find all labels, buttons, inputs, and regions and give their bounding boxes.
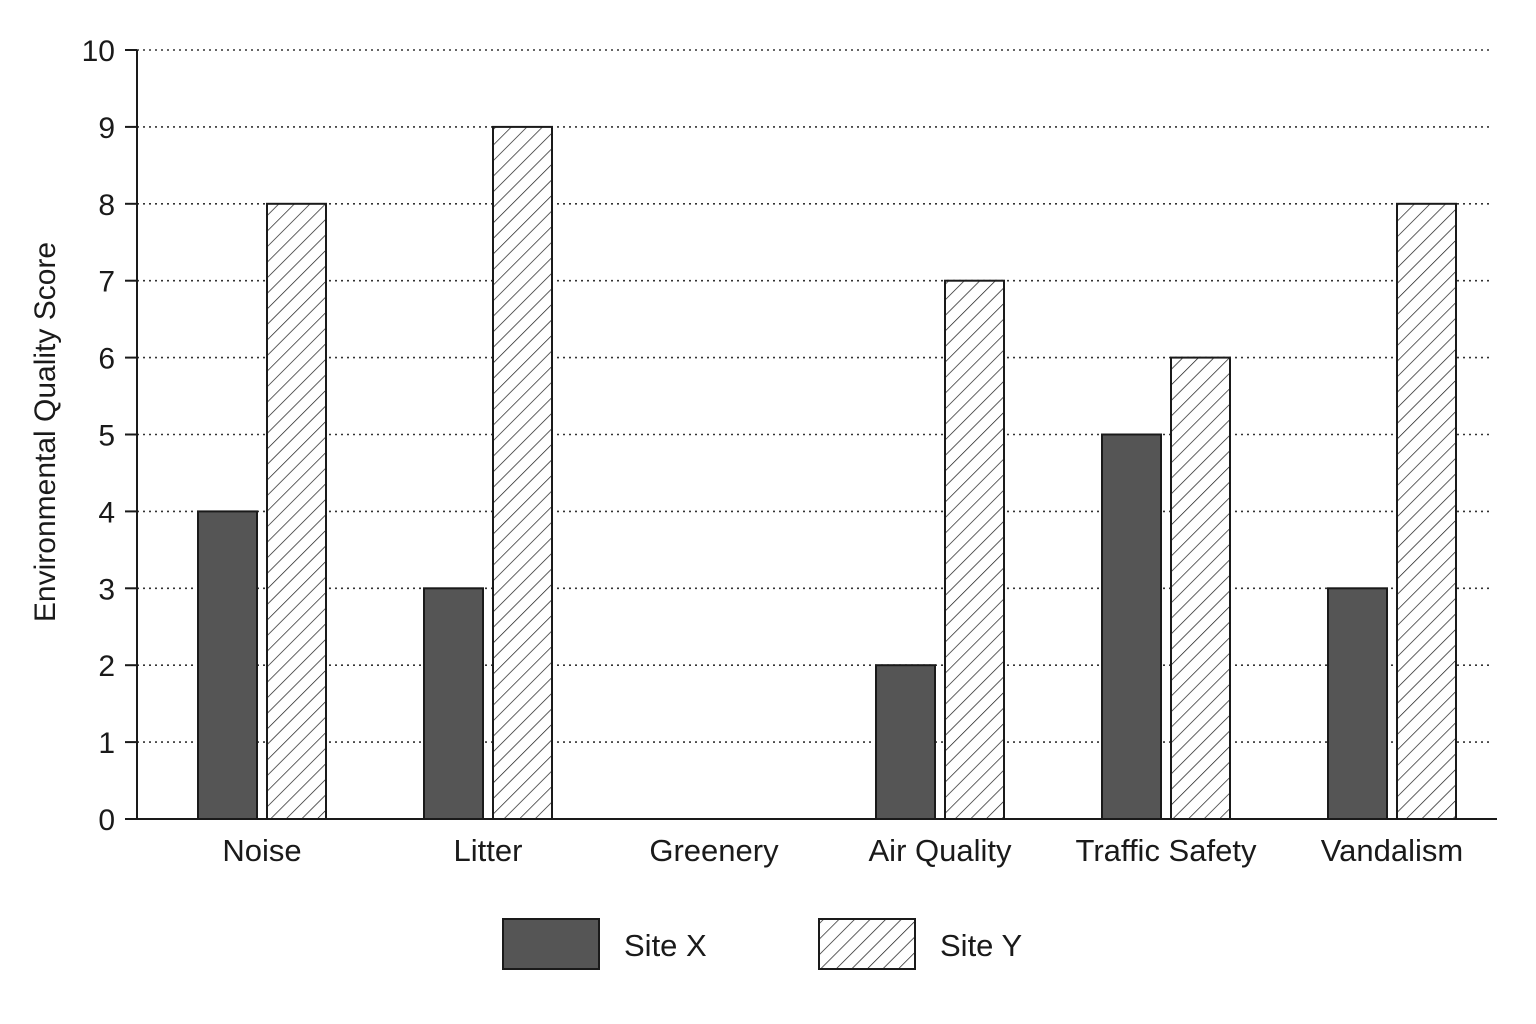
bar-litter-site-y [492, 125, 553, 820]
y-tick-label: 8 [98, 189, 115, 222]
legend: Site X Site Y [502, 918, 1022, 970]
bar-air-quality-site-y [944, 279, 1005, 820]
y-tick-label: 1 [98, 727, 115, 760]
bar-traffic-safety-site-y [1170, 356, 1231, 820]
y-tick-label: 6 [98, 343, 115, 376]
y-tick-label: 9 [98, 112, 115, 145]
axes [125, 49, 1497, 820]
bar-noise-site-y [266, 202, 327, 821]
legend-swatch [502, 918, 600, 970]
y-tick-label: 5 [98, 420, 115, 453]
gridlines [137, 49, 1492, 743]
legend-swatch [818, 918, 916, 970]
y-axis-title: Environmental Quality Score [29, 242, 62, 622]
bar-litter-site-x [423, 587, 484, 820]
bar-vandalism-site-x [1327, 587, 1388, 820]
x-category-label: Litter [454, 833, 523, 868]
bar-vandalism-site-y [1396, 202, 1457, 821]
x-category-label: Air Quality [869, 833, 1012, 868]
y-tick-label: 4 [98, 496, 115, 529]
x-category-label: Vandalism [1321, 833, 1463, 868]
y-tick-label: 7 [98, 266, 115, 299]
legend-label: Site X [624, 928, 707, 963]
bars [197, 125, 1457, 821]
y-tick-label: 3 [98, 573, 115, 606]
y-tick-label: 10 [82, 35, 115, 68]
bar-traffic-safety-site-x [1101, 433, 1162, 820]
category-labels: Noise Litter Greenery Air Quality Traffic Sa… [222, 833, 1463, 868]
y-tick-label: 0 [98, 804, 115, 837]
x-category-label: Noise [222, 833, 301, 868]
y-tick-labels: 0 1 2 3 4 5 6 7 8 9 10 [82, 35, 115, 837]
y-tick-label: 2 [98, 650, 115, 683]
bar-air-quality-site-x [875, 664, 936, 821]
bar-noise-site-x [197, 510, 258, 820]
x-category-label: Greenery [649, 833, 779, 868]
x-category-label: Traffic Safety [1076, 833, 1257, 868]
legend-label: Site Y [940, 928, 1022, 963]
